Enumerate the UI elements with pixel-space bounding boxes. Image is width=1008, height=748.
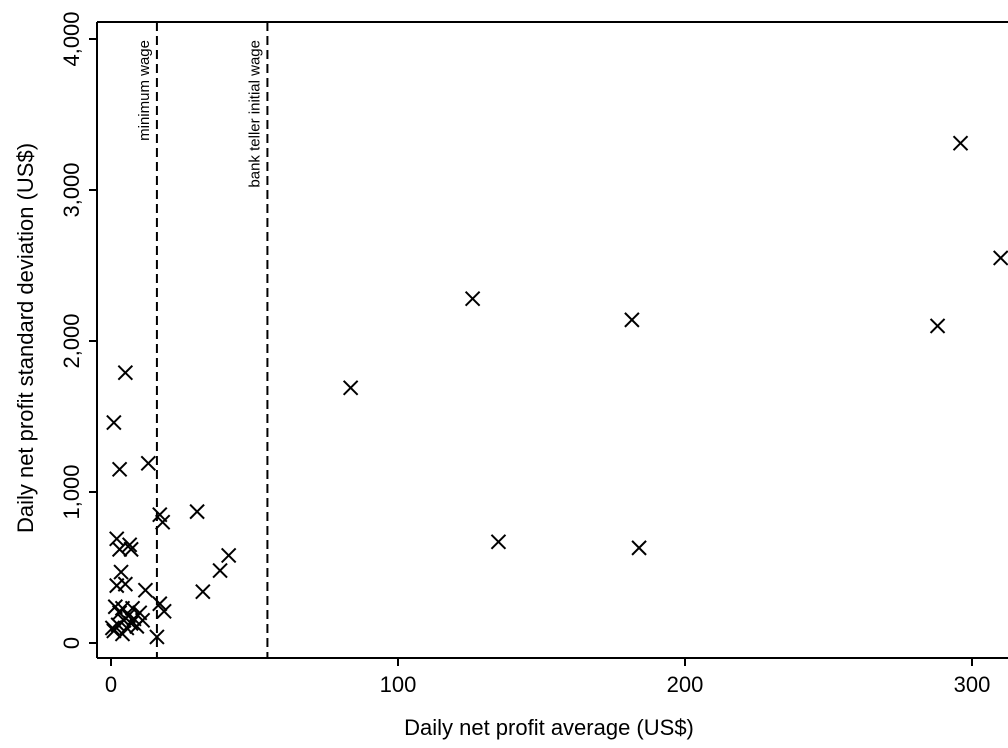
axes-layer: [96, 21, 1008, 659]
data-point: [137, 582, 154, 598]
data-point: [490, 534, 507, 550]
data-point: [123, 541, 139, 558]
ticks-layer: 0 100 200 300 0 1,000 2,000 3,000 4,000: [59, 11, 990, 697]
data-point: [140, 455, 157, 472]
data-point: [117, 576, 134, 592]
data-point: [111, 541, 128, 558]
data-point: [929, 318, 946, 334]
data-point: [121, 537, 138, 553]
data-point: [156, 603, 172, 619]
data-point: [195, 583, 211, 600]
y-axis-title: Daily net profit standard deviation (US$…: [13, 143, 38, 533]
data-points-layer: [104, 135, 1008, 645]
y-tick-label: 1,000: [59, 464, 84, 519]
reference-lines-layer: minimum wage bank teller initial wage: [136, 22, 269, 658]
data-point: [106, 414, 122, 431]
data-point: [149, 629, 165, 645]
y-tick-label: 4,000: [59, 11, 84, 66]
y-tick-label: 3,000: [59, 162, 84, 217]
y-tick-label: 0: [59, 637, 84, 649]
data-point: [631, 540, 647, 556]
reference-line-label: bank teller initial wage: [246, 40, 263, 188]
x-tick-label: 0: [105, 672, 117, 697]
y-tick-label: 2,000: [59, 313, 84, 368]
data-point: [342, 380, 359, 396]
x-axis-title: Daily net profit average (US$): [404, 715, 694, 740]
data-point: [154, 514, 171, 530]
x-tick-label: 100: [380, 672, 417, 697]
data-point: [111, 461, 128, 478]
data-point: [220, 547, 237, 564]
data-point: [992, 250, 1008, 266]
reference-line-label: minimum wage: [136, 40, 153, 141]
data-point: [189, 503, 205, 520]
data-point: [117, 365, 134, 381]
data-point: [952, 135, 969, 151]
data-point: [113, 564, 129, 580]
data-point: [212, 562, 228, 579]
data-point: [624, 312, 640, 328]
x-tick-label: 300: [954, 672, 991, 697]
data-point: [464, 291, 481, 307]
data-point: [152, 596, 168, 612]
data-point: [109, 531, 125, 547]
x-tick-label: 200: [667, 672, 704, 697]
data-point: [134, 612, 151, 629]
